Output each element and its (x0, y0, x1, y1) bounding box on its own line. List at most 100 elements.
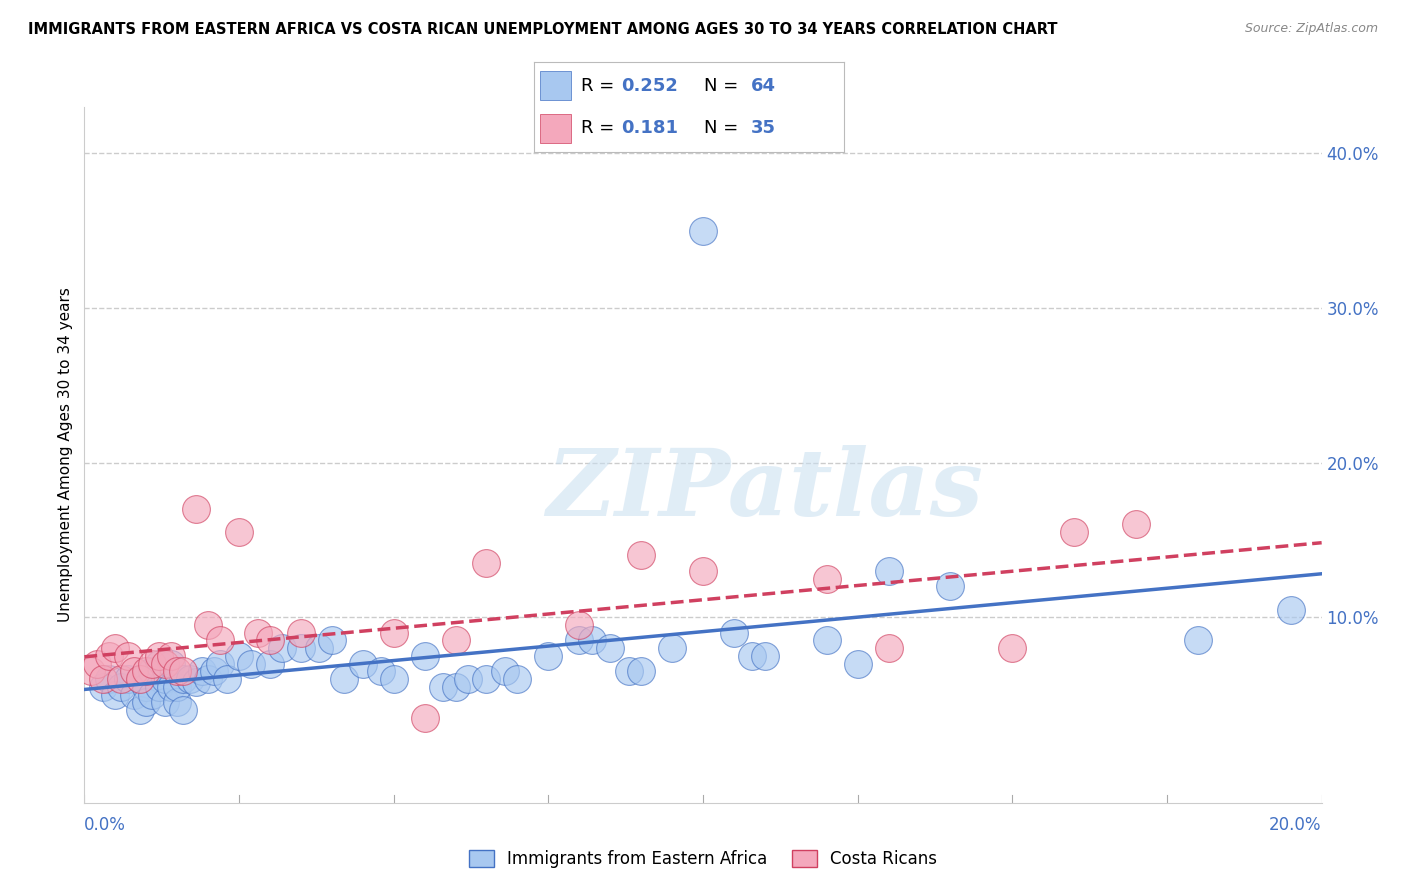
Point (172, 703, 194, 717)
Point (191, 665, 214, 679)
Point (333, 672, 356, 686)
Point (98, 672, 121, 686)
Point (160, 657, 183, 671)
Point (741, 648, 763, 663)
Point (382, 672, 405, 686)
Y-axis label: Unemployment Among Ages 30 to 34 years: Unemployment Among Ages 30 to 34 years (58, 287, 73, 623)
Point (166, 680, 188, 694)
Point (209, 657, 232, 671)
Point (86, 657, 108, 671)
Point (1125, 517, 1147, 532)
Point (91, 680, 114, 694)
Point (815, 633, 838, 648)
Point (141, 688, 163, 702)
Point (754, 648, 776, 663)
Point (110, 672, 132, 686)
Text: ZIPatlas: ZIPatlas (547, 445, 983, 534)
Point (110, 680, 132, 694)
Point (599, 641, 621, 656)
Text: 20.0%: 20.0% (1270, 815, 1322, 833)
Text: N =: N = (704, 120, 744, 137)
Point (117, 672, 139, 686)
Point (166, 665, 188, 679)
Point (692, 224, 714, 238)
Point (370, 665, 392, 679)
Point (179, 672, 201, 686)
Point (692, 564, 714, 578)
Point (228, 648, 250, 663)
Point (166, 695, 188, 709)
Point (432, 680, 454, 694)
Point (228, 525, 250, 540)
Point (160, 680, 183, 694)
Point (129, 703, 152, 717)
Point (1279, 602, 1302, 616)
Text: 0.0%: 0.0% (84, 815, 127, 833)
Text: 0.181: 0.181 (621, 120, 678, 137)
Text: 64: 64 (751, 77, 776, 95)
Point (661, 641, 683, 656)
Text: N =: N = (704, 77, 744, 95)
Point (153, 695, 176, 709)
Point (568, 618, 591, 632)
Point (815, 572, 838, 586)
Point (1187, 633, 1209, 648)
Point (271, 641, 294, 656)
Point (202, 665, 225, 679)
Point (382, 625, 405, 640)
Point (617, 665, 640, 679)
Text: R =: R = (581, 77, 620, 95)
Point (939, 579, 962, 593)
Bar (540, 71, 571, 100)
Point (308, 641, 330, 656)
Point (141, 657, 163, 671)
Point (197, 618, 219, 632)
Point (209, 633, 232, 648)
Point (568, 633, 591, 648)
Point (153, 657, 176, 671)
Point (148, 680, 170, 694)
Point (135, 665, 157, 679)
Point (259, 657, 281, 671)
Point (160, 648, 183, 663)
Point (290, 625, 312, 640)
Point (723, 625, 745, 640)
Point (79, 665, 101, 679)
Point (475, 672, 498, 686)
Point (141, 665, 163, 679)
Point (877, 564, 900, 578)
Point (352, 657, 374, 671)
Point (581, 633, 603, 648)
Point (846, 657, 869, 671)
Point (91, 672, 114, 686)
Point (184, 675, 207, 690)
Point (98, 648, 121, 663)
Point (240, 657, 263, 671)
Point (129, 672, 152, 686)
Point (117, 648, 139, 663)
Point (444, 633, 467, 648)
Point (1063, 525, 1085, 540)
Point (246, 625, 269, 640)
Bar (540, 114, 571, 143)
Point (172, 672, 194, 686)
Point (104, 688, 127, 702)
Point (290, 641, 312, 656)
Text: 35: 35 (751, 120, 776, 137)
Point (197, 672, 219, 686)
Text: 0.252: 0.252 (621, 77, 678, 95)
Point (129, 672, 152, 686)
Point (259, 633, 281, 648)
Point (457, 672, 479, 686)
Point (122, 665, 145, 679)
Point (122, 688, 145, 702)
Point (135, 695, 157, 709)
Point (630, 549, 652, 563)
Point (172, 665, 194, 679)
Point (215, 672, 238, 686)
Point (413, 648, 436, 663)
Text: Source: ZipAtlas.com: Source: ZipAtlas.com (1244, 22, 1378, 36)
Point (135, 680, 157, 694)
Point (630, 665, 652, 679)
Point (184, 502, 207, 516)
